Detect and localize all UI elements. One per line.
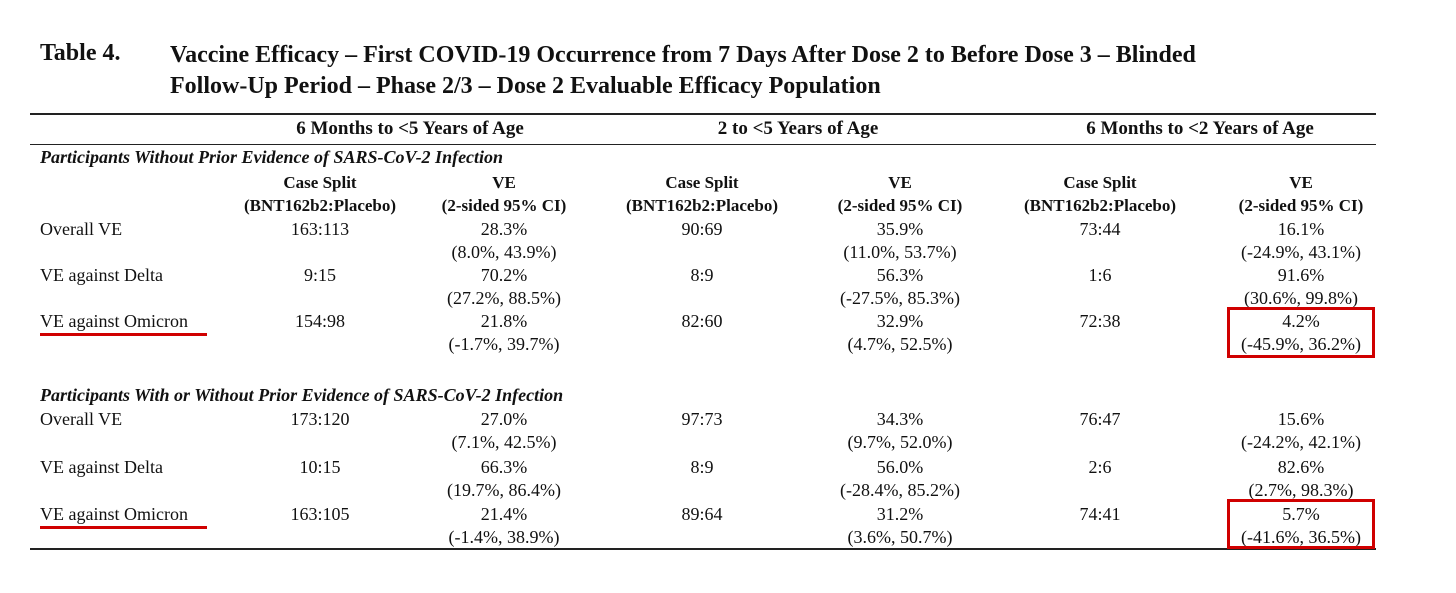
omicron-underline [40,333,207,336]
table-top-rule [30,113,1376,115]
ci-cell: (-24.9%, 43.1%) [1241,242,1361,262]
case-split-cell: 154:98 [294,311,346,331]
case-split-cell: 97:73 [681,409,723,429]
group-header-6m-2y: 6 Months to <2 Years of Age [1086,118,1314,139]
ve-header: VE [888,173,912,192]
case-split-subheader: (BNT162b2:Placebo) [625,196,779,215]
case-split-cell: 9:15 [303,265,337,285]
group-header-2-5y: 2 to <5 Years of Age [717,118,879,139]
case-split-header: Case Split [283,173,357,192]
ve-cell: 66.3% [480,457,528,477]
ve-subheader: (2-sided 95% CI) [1238,196,1364,215]
table-title-text: Vaccine Efficacy – First COVID-19 Occurr… [170,40,1410,102]
ve-header: VE [492,173,516,192]
ci-cell: (27.2%, 88.5%) [447,288,561,308]
ve-cell: 21.4% [480,504,528,524]
row-label-overall-ve: Overall VE [40,219,123,239]
case-split-cell: 163:105 [290,504,350,524]
table-bottom-rule [30,548,1376,550]
case-split-cell: 74:41 [1079,504,1121,524]
group-header-6m-5y: 6 Months to <5 Years of Age [296,118,524,139]
omicron-highlight-box [1227,499,1375,549]
ci-cell: (4.7%, 52.5%) [847,334,953,354]
ve-cell: 70.2% [480,265,528,285]
ci-cell: (-45.9%, 36.2%) [1241,334,1361,354]
case-split-cell: 2:6 [1088,457,1112,477]
ci-cell: (9.7%, 52.0%) [847,432,953,452]
table-label: Table 4. [40,40,121,66]
ci-cell: (-1.4%, 38.9%) [448,527,560,547]
case-split-subheader: (BNT162b2:Placebo) [243,196,397,215]
case-split-cell: 163:113 [290,219,350,239]
ci-cell: (-41.6%, 36.5%) [1241,527,1361,547]
ve-cell: 91.6% [1277,265,1325,285]
ve-subheader: (2-sided 95% CI) [441,196,567,215]
ve-cell: 15.6% [1277,409,1325,429]
row-label-overall-ve: Overall VE [40,409,123,429]
ci-cell: (11.0%, 53.7%) [843,242,957,262]
ci-cell: (19.7%, 86.4%) [447,480,561,500]
ci-cell: (30.6%, 99.8%) [1244,288,1358,308]
ci-cell: (8.0%, 43.9%) [451,242,557,262]
row-label-ve-delta: VE against Delta [40,457,163,477]
ve-cell: 16.1% [1277,219,1325,239]
case-split-cell: 90:69 [681,219,723,239]
ci-cell: (-1.7%, 39.7%) [448,334,560,354]
case-split-subheader: (BNT162b2:Placebo) [1023,196,1177,215]
ci-cell: (7.1%, 42.5%) [451,432,557,452]
ve-cell: 56.3% [876,265,924,285]
ve-cell: 32.9% [876,311,924,331]
ve-cell: 5.7% [1282,504,1320,524]
ve-cell: 35.9% [876,219,924,239]
case-split-header: Case Split [665,173,739,192]
section-heading-without-prior: Participants Without Prior Evidence of S… [40,147,504,167]
case-split-cell: 73:44 [1079,219,1121,239]
case-split-cell: 10:15 [299,457,341,477]
ci-cell: (-28.4%, 85.2%) [840,480,960,500]
ve-subheader: (2-sided 95% CI) [837,196,963,215]
case-split-cell: 8:9 [690,265,714,285]
ve-cell: 27.0% [480,409,528,429]
case-split-cell: 173:120 [290,409,350,429]
case-split-cell: 89:64 [681,504,723,524]
row-label-ve-omicron: VE against Omicron [40,311,188,331]
case-split-cell: 82:60 [681,311,723,331]
ci-cell: (3.6%, 50.7%) [847,527,953,547]
case-split-cell: 8:9 [690,457,714,477]
ve-cell: 34.3% [876,409,924,429]
ci-cell: (-27.5%, 85.3%) [840,288,960,308]
row-label-ve-delta: VE against Delta [40,265,163,285]
ve-cell: 4.2% [1282,311,1320,331]
ve-cell: 56.0% [876,457,924,477]
ve-cell: 21.8% [480,311,528,331]
case-split-cell: 72:38 [1079,311,1121,331]
row-label-ve-omicron: VE against Omicron [40,504,188,524]
section-heading-with-or-without-prior: Participants With or Without Prior Evide… [40,385,564,405]
ci-cell: (2.7%, 98.3%) [1248,480,1354,500]
case-split-header: Case Split [1063,173,1137,192]
case-split-cell: 1:6 [1088,265,1112,285]
omicron-highlight-box [1227,307,1375,358]
ve-header: VE [1289,173,1313,192]
ve-cell: 31.2% [876,504,924,524]
omicron-underline [40,526,207,529]
table-title-line-2: Follow-Up Period – Phase 2/3 – Dose 2 Ev… [170,73,881,99]
case-split-cell: 76:47 [1079,409,1121,429]
header-rule [30,144,1376,145]
table-title-line-1: Vaccine Efficacy – First COVID-19 Occurr… [170,42,1196,68]
ve-cell: 28.3% [480,219,528,239]
ci-cell: (-24.2%, 42.1%) [1241,432,1361,452]
ve-cell: 82.6% [1277,457,1325,477]
